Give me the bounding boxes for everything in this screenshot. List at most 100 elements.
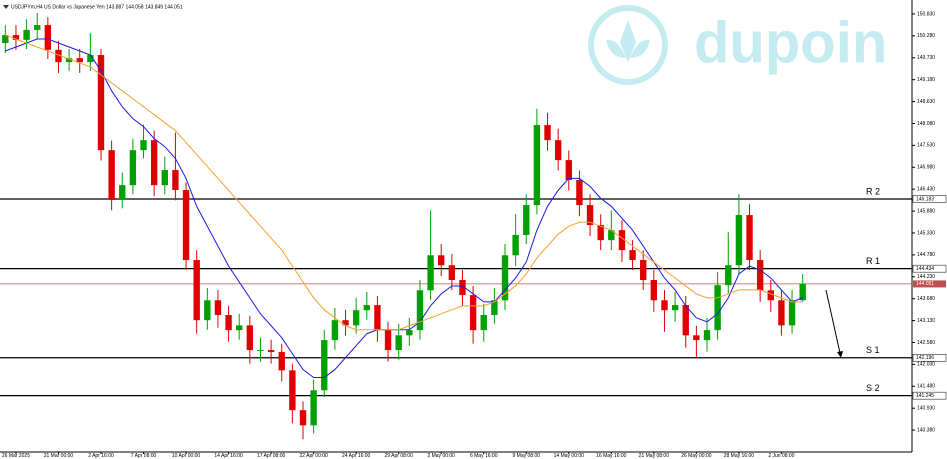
candle-body [374, 305, 381, 331]
candle-body [140, 140, 147, 151]
candle-body [384, 330, 392, 351]
candle-body [331, 320, 339, 341]
candle-body [204, 300, 211, 321]
candle-body [321, 340, 328, 391]
candle-body [87, 54, 94, 63]
candle-body [746, 215, 753, 261]
candle-body [533, 125, 541, 206]
candle-body [150, 140, 158, 186]
candle-body [172, 170, 179, 190]
candle-body [363, 305, 370, 311]
price-tag-label: 144.051 [916, 281, 934, 287]
candle-body [193, 260, 200, 321]
x-tick-label: 14 Apr 16:00 [214, 453, 243, 459]
candle-body [299, 410, 307, 426]
x-tick-label: 24 Apr 16:00 [342, 453, 371, 459]
y-tick-label: 144.230 [917, 274, 935, 280]
candle-body [629, 250, 636, 261]
x-tick-label: 29 Apr 08:00 [385, 453, 414, 459]
candle-body [671, 305, 679, 311]
candle-body [12, 35, 20, 40]
logo-ring [588, 5, 668, 85]
y-tick-label: 146.430 [917, 187, 935, 193]
logo-mark [606, 20, 650, 62]
candle-body [618, 230, 626, 251]
price-tag [913, 280, 946, 288]
candle-body [44, 25, 52, 50]
candle-body [65, 58, 73, 63]
candle-body [310, 390, 317, 426]
candle-body [491, 300, 498, 316]
candle-body [767, 290, 774, 301]
level-tag [912, 354, 947, 362]
candle-body [278, 352, 285, 371]
candle-body [34, 25, 41, 30]
candle-body [523, 205, 530, 235]
x-tick-label: 9 May 08:00 [512, 453, 540, 459]
level-tag-label: 146.183 [916, 196, 934, 202]
level-tag-label: 144.434 [916, 266, 934, 272]
candle-body [640, 260, 647, 280]
x-tick-label: 17 Apr 08:00 [257, 453, 286, 459]
candle-body [108, 150, 115, 200]
y-tick-label: 148.080 [917, 121, 935, 127]
candle-body [586, 205, 594, 226]
header-icon [3, 5, 9, 9]
candle-body [788, 300, 796, 326]
candle-body [23, 29, 30, 40]
candle-body [544, 125, 551, 141]
moving-average [5, 34, 803, 331]
candle-body [182, 189, 190, 261]
x-tick-label: 14 May 00:00 [554, 453, 585, 459]
candle-body [76, 58, 83, 63]
x-tick-label: 16 May 16:00 [596, 453, 627, 459]
y-tick-label: 140.380 [917, 427, 935, 433]
candle-body [576, 180, 583, 206]
y-tick-label: 147.530 [917, 143, 935, 149]
candle-body [480, 315, 487, 331]
level-tag-label: 142.196 [916, 355, 934, 361]
y-tick-label: 145.880 [917, 208, 935, 214]
candle-body [289, 370, 296, 411]
y-tick-label: 145.330 [917, 230, 935, 236]
x-tick-label: 7 Apr 08:00 [131, 453, 157, 459]
candle-body [55, 49, 62, 63]
level-label: R 2 [866, 186, 880, 196]
x-tick-label: 10 Apr 00:00 [172, 453, 201, 459]
candle-body [427, 255, 434, 291]
candle-body [214, 300, 222, 316]
candle-body [608, 230, 615, 241]
x-tick-label: 22 Apr 00:00 [299, 453, 328, 459]
x-tick-label: 31 Mar 00:00 [44, 453, 74, 459]
x-tick-label: 26 May 00:00 [681, 453, 712, 459]
candle-body [2, 35, 9, 44]
candle-body [246, 325, 254, 351]
y-tick-label: 143.680 [917, 296, 935, 302]
candle-body [554, 140, 562, 161]
level-label: R 1 [866, 256, 880, 266]
candle-body [236, 325, 243, 331]
y-tick-label: 141.480 [917, 384, 935, 390]
candle-body [161, 170, 168, 186]
y-tick-label: 142.030 [917, 362, 935, 368]
candle-body [267, 350, 275, 353]
y-tick-label: 140.930 [917, 406, 935, 412]
candle-body [735, 215, 743, 266]
candle-body [756, 260, 764, 291]
candle-body [352, 310, 360, 326]
x-tick-label: 2 May 00:00 [427, 453, 455, 459]
candle-body [257, 350, 264, 352]
y-tick-label: 144.780 [917, 252, 935, 258]
candle-body [501, 255, 509, 301]
y-tick-label: 150.280 [917, 33, 935, 39]
candle-body [512, 234, 519, 256]
level-tag-label: 141.245 [916, 393, 934, 399]
x-tick-label: 2 Apr 16:00 [88, 453, 114, 459]
candle-body [342, 320, 349, 326]
x-tick-label: 21 May 08:00 [639, 453, 670, 459]
level-label: S 2 [866, 383, 880, 393]
candle-body [799, 283, 806, 301]
y-tick-label: 149.730 [917, 55, 935, 61]
candle-body [778, 300, 785, 326]
